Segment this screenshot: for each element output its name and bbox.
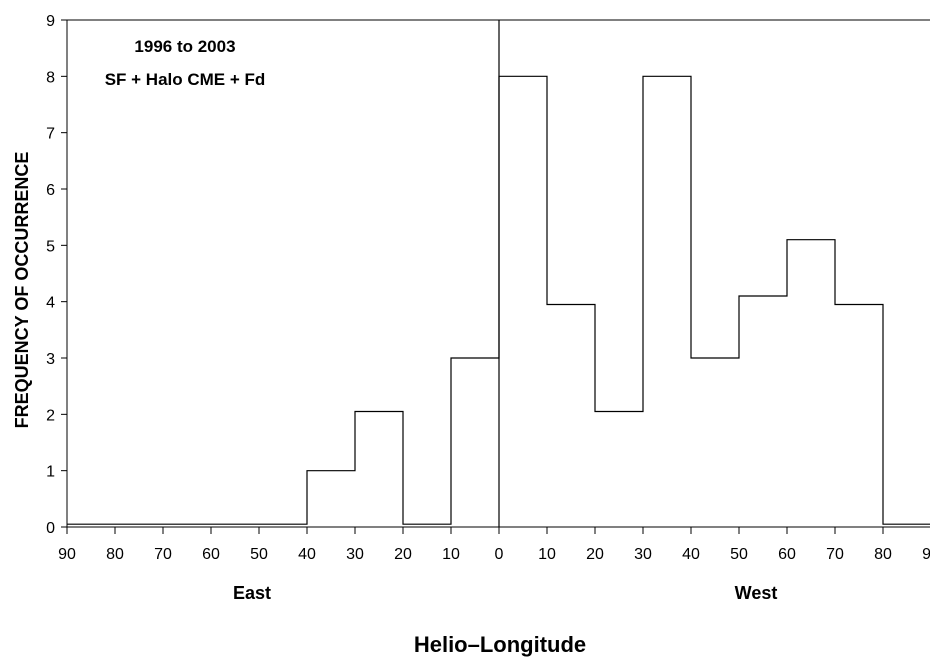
y-tick-label: 5 — [46, 238, 55, 255]
x-tick-label: 70 — [154, 546, 172, 563]
x-tick-label: 80 — [106, 546, 124, 563]
histogram-step-line — [67, 75, 930, 525]
y-tick-label: 4 — [46, 295, 55, 312]
x-axis-ticks — [66, 527, 884, 534]
x-tick-label: 20 — [394, 546, 412, 563]
x-tick-label: 70 — [826, 546, 844, 563]
x-tick-label: 50 — [250, 546, 268, 563]
y-tick-label: 0 — [46, 520, 55, 537]
x-tick-label: 90 — [58, 546, 76, 563]
east-label: East — [233, 583, 271, 603]
y-tick-label: 3 — [46, 351, 55, 368]
annotation-line-1: 1996 to 2003 — [134, 37, 235, 56]
west-label: West — [735, 583, 778, 603]
x-tick-label: 10 — [538, 546, 556, 563]
x-tick-label: 60 — [202, 546, 220, 563]
x-tick-label: 40 — [298, 546, 316, 563]
y-tick-label: 7 — [46, 126, 55, 143]
x-tick-label: 60 — [778, 546, 796, 563]
x-tick-label: 20 — [586, 546, 604, 563]
y-tick-label: 9 — [46, 13, 55, 30]
y-axis-title: FREQUENCY OF OCCURRENCE — [12, 152, 32, 429]
x-tick-label: 40 — [682, 546, 700, 563]
x-tick-label: 90 — [922, 546, 930, 563]
y-tick-label: 2 — [46, 407, 55, 424]
y-axis-tick-labels: 0 1 2 3 4 5 6 7 8 9 — [46, 13, 55, 537]
y-tick-label: 6 — [46, 182, 55, 199]
y-tick-label: 1 — [46, 464, 55, 481]
x-tick-label: 30 — [634, 546, 652, 563]
x-tick-label: 50 — [730, 546, 748, 563]
y-axis-ticks — [61, 19, 67, 528]
x-tick-label: 10 — [442, 546, 460, 563]
x-axis-tick-labels: 90 80 70 60 50 40 30 20 10 0 10 20 30 40 50 60 70 80 90 — [58, 546, 930, 563]
x-tick-label: 30 — [346, 546, 364, 563]
x-tick-label: 80 — [874, 546, 892, 563]
x-axis-title: Helio–Longitude — [414, 632, 586, 657]
annotation-line-2: SF + Halo CME + Fd — [105, 70, 266, 89]
x-tick-label: 0 — [495, 546, 504, 563]
y-tick-label: 8 — [46, 69, 55, 86]
